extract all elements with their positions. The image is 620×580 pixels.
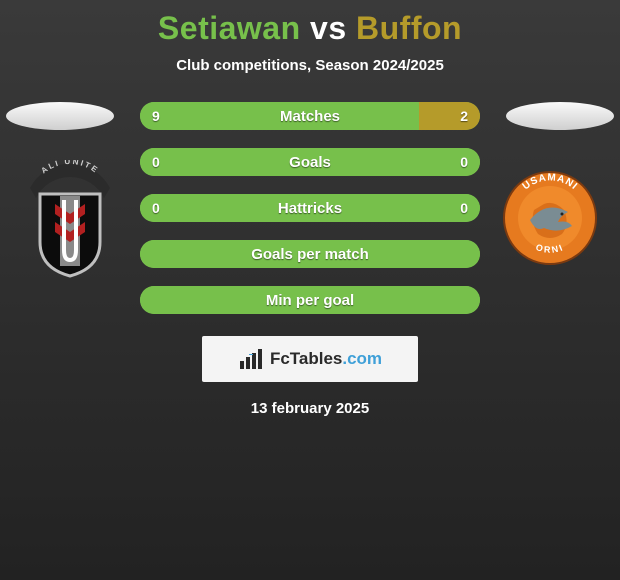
stat-bars: Matches92Goals00Hattricks00Goals per mat… [140,102,480,314]
stat-bar-label: Min per goal [140,286,480,314]
stat-bar-label: Goals [140,148,480,176]
team-crest-right: USAMANI ORNI [500,160,600,278]
stat-bar-label: Goals per match [140,240,480,268]
brand-fc: Fc [270,349,290,369]
pedestal-right [506,102,614,130]
content: ALI UNITE USAMANI ORNI [0,102,620,417]
brand-dotcom: .com [342,349,382,369]
stat-bar-value-left: 0 [152,194,160,222]
stat-bar-label: Matches [140,102,480,130]
stat-bar-label: Hattricks [140,194,480,222]
brand-tables: Tables [290,349,343,369]
subtitle: Club competitions, Season 2024/2025 [0,57,620,74]
team-crest-left: ALI UNITE [20,160,120,278]
stat-bar-value-right: 2 [460,102,468,130]
stat-bar-value-right: 0 [460,194,468,222]
page-title: Setiawan vs Buffon [0,0,620,47]
title-right: Buffon [356,10,462,46]
title-left: Setiawan [158,10,301,46]
stat-bar-row: Matches9 2 [140,102,480,130]
brand-text: FcTables.com [270,349,382,369]
stat-bar-value-left: 0 [152,148,160,176]
brand-badge: FcTables.com [202,336,418,382]
date-line: 13 february 2025 [0,400,620,417]
crest-right-fish-eye [561,213,564,216]
stat-bar-row: Goals per match [140,240,480,268]
stat-bar-row: Goals0 0 [140,148,480,176]
stat-bar-value-left: 9 [152,102,160,130]
stat-bar-value-right: 0 [460,148,468,176]
pedestal-left [6,102,114,130]
brand-chart-icon [238,349,264,369]
stat-bar-row: Hattricks0 0 [140,194,480,222]
stat-bar-row: Min per goal [140,286,480,314]
title-vs: vs [310,10,347,46]
